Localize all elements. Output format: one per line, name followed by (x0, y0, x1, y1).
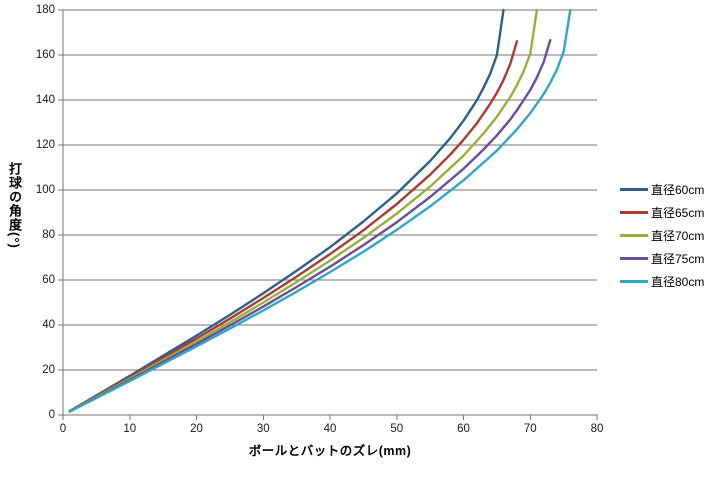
legend-label: 直径65cm (651, 205, 705, 220)
legend-label: 直径75cm (651, 251, 705, 266)
y-axis-title: 打球の角度(°) (7, 162, 22, 249)
series-line-4 (68, 8, 572, 413)
series-line-2 (68, 8, 539, 413)
legend-item: 直径65cm (620, 205, 705, 220)
series-line-0 (68, 8, 505, 413)
legend-label: 直径60cm (651, 182, 705, 197)
legend-label: 直径80cm (651, 274, 705, 289)
legend-line-swatch (620, 210, 648, 214)
legend-item: 直径80cm (620, 274, 705, 289)
legend-line-swatch (620, 279, 648, 283)
series-line-1 (68, 40, 519, 413)
legend-item: 直径75cm (620, 251, 705, 266)
legend-line-swatch (620, 233, 648, 237)
legend: 直径60cm 直径65cm 直径70cm 直径75cm 直径80cm (620, 182, 705, 289)
x-axis-title: ボールとバットのズレ(mm) (248, 444, 412, 458)
legend-line-swatch (620, 187, 648, 191)
legend-item: 直径70cm (620, 228, 705, 243)
legend-item: 直径60cm (620, 182, 705, 197)
series-line-3 (68, 38, 552, 413)
legend-label: 直径70cm (651, 228, 705, 243)
legend-line-swatch (620, 256, 648, 260)
